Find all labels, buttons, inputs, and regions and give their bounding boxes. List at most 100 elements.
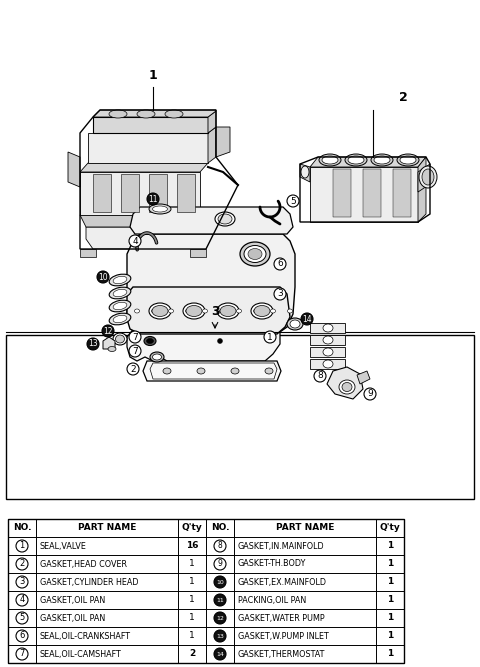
Ellipse shape — [113, 302, 127, 309]
Polygon shape — [93, 174, 111, 212]
Circle shape — [87, 338, 99, 350]
Polygon shape — [310, 359, 345, 369]
Text: 3: 3 — [19, 578, 24, 586]
Text: PART NAME: PART NAME — [78, 524, 136, 532]
Polygon shape — [310, 323, 345, 333]
Polygon shape — [127, 287, 290, 334]
Ellipse shape — [149, 303, 171, 319]
Polygon shape — [103, 337, 115, 349]
Ellipse shape — [323, 324, 333, 332]
Polygon shape — [190, 249, 206, 257]
Text: 9: 9 — [367, 390, 373, 398]
Circle shape — [214, 540, 226, 552]
Text: GASKET-TH.BODY: GASKET-TH.BODY — [238, 560, 306, 568]
Text: GASKET,HEAD COVER: GASKET,HEAD COVER — [40, 560, 127, 568]
Circle shape — [16, 630, 28, 642]
Text: 1: 1 — [387, 542, 393, 550]
Circle shape — [214, 576, 226, 588]
Ellipse shape — [152, 309, 156, 313]
Text: 12: 12 — [216, 616, 224, 620]
Ellipse shape — [163, 368, 171, 374]
Ellipse shape — [220, 305, 236, 317]
Text: 13: 13 — [216, 634, 224, 638]
Circle shape — [97, 271, 109, 283]
Ellipse shape — [152, 305, 168, 317]
Ellipse shape — [287, 318, 303, 330]
Text: 12: 12 — [103, 327, 113, 336]
Text: SEAL,VALVE: SEAL,VALVE — [40, 542, 87, 550]
Text: 5: 5 — [290, 197, 296, 205]
Ellipse shape — [113, 289, 127, 297]
Circle shape — [287, 195, 299, 207]
Text: 1: 1 — [189, 596, 195, 604]
Polygon shape — [418, 157, 426, 222]
Ellipse shape — [108, 346, 116, 352]
Text: 1: 1 — [387, 632, 393, 640]
Polygon shape — [121, 174, 139, 212]
Text: 7: 7 — [132, 333, 138, 342]
Text: 8: 8 — [217, 542, 222, 550]
Text: SEAL,OIL-CRANKSHAFT: SEAL,OIL-CRANKSHAFT — [40, 632, 131, 640]
Text: 1: 1 — [387, 560, 393, 568]
Polygon shape — [93, 117, 208, 133]
Text: 3: 3 — [211, 305, 219, 318]
Text: 1: 1 — [387, 578, 393, 586]
Text: 7: 7 — [132, 346, 138, 356]
Text: 13: 13 — [88, 340, 98, 348]
Circle shape — [214, 612, 226, 624]
Ellipse shape — [251, 303, 273, 319]
Ellipse shape — [109, 274, 131, 286]
Text: PART NAME: PART NAME — [276, 524, 334, 532]
Text: 1: 1 — [189, 578, 195, 586]
Polygon shape — [310, 157, 426, 167]
Polygon shape — [216, 127, 230, 157]
Circle shape — [147, 193, 159, 205]
Text: 1: 1 — [189, 614, 195, 622]
Text: GASKET,EX.MAINFOLD: GASKET,EX.MAINFOLD — [238, 578, 327, 586]
Ellipse shape — [254, 305, 270, 317]
Circle shape — [16, 594, 28, 606]
Ellipse shape — [348, 156, 364, 164]
Ellipse shape — [153, 206, 168, 212]
Circle shape — [264, 331, 276, 343]
Ellipse shape — [153, 354, 161, 360]
Ellipse shape — [323, 348, 333, 356]
Circle shape — [129, 331, 141, 343]
Ellipse shape — [113, 276, 127, 283]
Ellipse shape — [113, 315, 127, 323]
Ellipse shape — [149, 204, 171, 214]
Circle shape — [274, 258, 286, 270]
Polygon shape — [357, 371, 370, 384]
Ellipse shape — [290, 320, 300, 328]
Polygon shape — [333, 169, 351, 217]
Ellipse shape — [322, 156, 338, 164]
Ellipse shape — [248, 249, 262, 259]
Text: 2: 2 — [19, 560, 24, 568]
Text: 5: 5 — [19, 614, 24, 622]
Text: 7: 7 — [19, 650, 24, 658]
Ellipse shape — [319, 154, 341, 166]
Text: GASKET,OIL PAN: GASKET,OIL PAN — [40, 614, 105, 622]
Ellipse shape — [231, 368, 239, 374]
Ellipse shape — [271, 309, 276, 313]
Text: Q'ty: Q'ty — [380, 524, 400, 532]
Polygon shape — [418, 164, 430, 192]
Ellipse shape — [137, 110, 155, 118]
Text: 1: 1 — [387, 614, 393, 622]
Ellipse shape — [323, 360, 333, 368]
Text: NO.: NO. — [211, 524, 229, 532]
Polygon shape — [93, 110, 216, 117]
Text: 10: 10 — [98, 273, 108, 281]
Text: Q'ty: Q'ty — [181, 524, 203, 532]
Polygon shape — [310, 347, 345, 357]
Text: 9: 9 — [217, 560, 222, 568]
Ellipse shape — [165, 110, 183, 118]
Text: GASKET,W.PUMP INLET: GASKET,W.PUMP INLET — [238, 632, 329, 640]
Text: GASKET,CYLINDER HEAD: GASKET,CYLINDER HEAD — [40, 578, 139, 586]
Ellipse shape — [217, 303, 239, 319]
Polygon shape — [88, 133, 208, 163]
Polygon shape — [393, 169, 411, 217]
Text: 1: 1 — [19, 542, 24, 550]
Ellipse shape — [109, 300, 131, 312]
Ellipse shape — [240, 242, 270, 266]
